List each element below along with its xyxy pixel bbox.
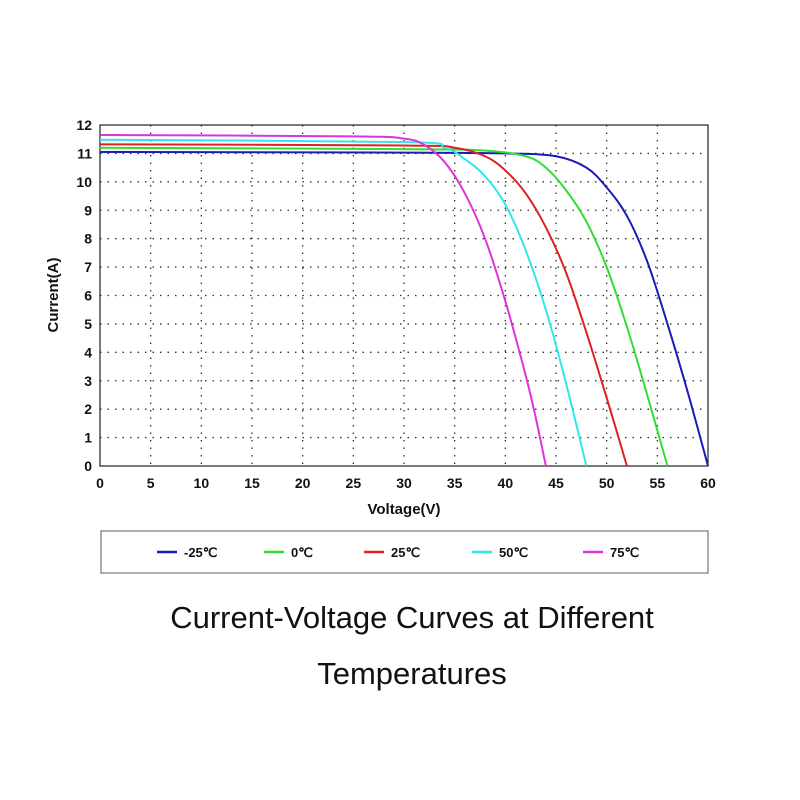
y-tick-label: 1 (84, 430, 92, 446)
x-tick-label: 10 (194, 475, 210, 491)
x-tick-label: 50 (599, 475, 615, 491)
series-line-50℃ (99, 138, 588, 467)
x-tick-label: 55 (650, 475, 666, 491)
y-tick-label: 10 (76, 174, 92, 190)
y-tick-label: 3 (84, 373, 92, 389)
legend-box (100, 530, 709, 574)
legend-label: -25℃ (184, 545, 217, 560)
y-tick-label: 2 (84, 401, 92, 417)
legend-label: 75℃ (610, 545, 639, 560)
x-tick-label: 5 (147, 475, 155, 491)
legend-label: 25℃ (391, 545, 420, 560)
x-tick-label: 40 (498, 475, 514, 491)
x-tick-label: 25 (346, 475, 362, 491)
curves (99, 133, 709, 467)
legend-label: 0℃ (291, 545, 313, 560)
y-tick-label: 4 (84, 344, 92, 360)
y-tick-label: 9 (84, 202, 92, 218)
chart-title-line-2: Temperatures (317, 656, 507, 691)
y-tick-label: 0 (84, 458, 92, 474)
y-tick-label: 7 (84, 259, 92, 275)
series-line-25℃ (99, 143, 628, 467)
x-tick-label: 35 (447, 475, 463, 491)
series-line-75℃ (99, 133, 547, 467)
legend: -25℃ 0℃ 25℃ 50℃ 75℃ (157, 545, 639, 560)
legend-label: 50℃ (499, 545, 528, 560)
y-tick-label: 8 (84, 231, 92, 247)
y-axis-label: Current(A) (45, 258, 62, 333)
x-tick-label: 60 (700, 475, 716, 491)
x-tick-label: 15 (244, 475, 260, 491)
series-line-0℃ (99, 146, 669, 467)
series-line--25℃ (99, 150, 709, 467)
x-tick-labels: 0 5 10 15 20 25 30 35 40 45 50 55 60 (96, 475, 716, 491)
x-tick-label: 20 (295, 475, 311, 491)
y-tick-label: 11 (77, 145, 92, 161)
plot-frame (99, 124, 709, 467)
y-tick-label: 5 (84, 316, 92, 332)
x-tick-label: 45 (548, 475, 564, 491)
y-tick-label: 6 (84, 288, 92, 304)
x-axis-label: Voltage(V) (367, 501, 440, 518)
x-tick-label: 0 (96, 475, 104, 491)
chart-title-line-1: Current-Voltage Curves at Different (170, 600, 654, 635)
x-tick-label: 30 (396, 475, 412, 491)
y-tick-label: 12 (76, 117, 92, 133)
